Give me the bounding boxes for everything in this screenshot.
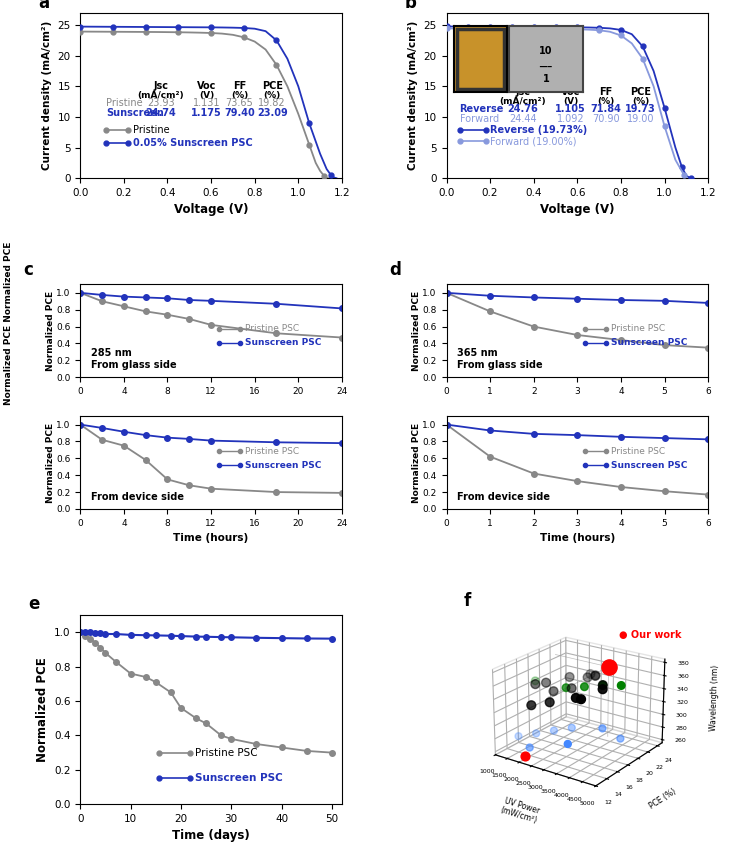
Text: 19.82: 19.82 (258, 98, 286, 108)
Y-axis label: Normalized PCE: Normalized PCE (412, 422, 421, 503)
Text: (V): (V) (563, 97, 578, 106)
Text: Sunscreen PSC: Sunscreen PSC (245, 461, 321, 470)
Text: a: a (39, 0, 50, 12)
Text: 365 nm
From glass side: 365 nm From glass side (457, 348, 542, 369)
Text: 71.84: 71.84 (591, 104, 621, 114)
Text: (%): (%) (264, 91, 281, 100)
X-axis label: UV Power
(mW/cm²): UV Power (mW/cm²) (499, 796, 542, 825)
Text: 1.105: 1.105 (556, 104, 586, 114)
Text: FF: FF (599, 88, 612, 98)
Text: From device side: From device side (457, 492, 550, 501)
Text: e: e (28, 596, 39, 614)
Text: Sunscreen PSC: Sunscreen PSC (611, 461, 688, 470)
Text: 0.05% Sunscreen PSC: 0.05% Sunscreen PSC (133, 138, 253, 148)
Text: (V): (V) (199, 91, 215, 100)
Text: Pristine PSC: Pristine PSC (245, 447, 299, 456)
Text: b: b (404, 0, 417, 12)
X-axis label: Time (hours): Time (hours) (174, 534, 249, 543)
Text: (mA/cm²): (mA/cm²) (138, 91, 184, 100)
Text: (mA/cm²): (mA/cm²) (499, 97, 546, 106)
Text: 19.00: 19.00 (627, 114, 654, 124)
Text: Sunscreen PSC: Sunscreen PSC (196, 773, 283, 783)
Text: c: c (23, 261, 33, 279)
Text: Sunscreen: Sunscreen (107, 108, 164, 118)
X-axis label: Time (days): Time (days) (172, 830, 250, 842)
Text: 79.40: 79.40 (224, 108, 255, 118)
Text: 1.175: 1.175 (191, 108, 222, 118)
Text: Pristine: Pristine (133, 125, 169, 135)
Text: Pristine PSC: Pristine PSC (611, 447, 666, 456)
Text: f: f (464, 591, 471, 609)
Text: Jsc: Jsc (515, 88, 530, 98)
X-axis label: Time (hours): Time (hours) (539, 534, 615, 543)
Text: Jsc: Jsc (153, 82, 169, 91)
Text: Forward: Forward (460, 114, 499, 124)
Text: Sunscreen PSC: Sunscreen PSC (245, 339, 321, 347)
Text: PCE: PCE (630, 88, 651, 98)
Text: (%): (%) (597, 97, 614, 106)
Text: Sunscreen PSC: Sunscreen PSC (611, 339, 688, 347)
Text: Normalized PCE Normalized PCE: Normalized PCE Normalized PCE (4, 242, 12, 405)
Text: PCE: PCE (261, 82, 283, 91)
Text: 24.76: 24.76 (507, 104, 538, 114)
Text: Voc: Voc (197, 82, 216, 91)
Text: Pristine PSC: Pristine PSC (245, 324, 299, 334)
Text: Pristine PSC: Pristine PSC (611, 324, 666, 334)
Text: From device side: From device side (91, 492, 184, 501)
Text: 73.65: 73.65 (226, 98, 253, 108)
Text: 1.131: 1.131 (193, 98, 220, 108)
Y-axis label: Normalized PCE: Normalized PCE (412, 291, 421, 371)
Y-axis label: Current density (mA/cm²): Current density (mA/cm²) (408, 21, 418, 170)
Text: Pristine PSC: Pristine PSC (196, 748, 258, 758)
Text: 19.73: 19.73 (625, 104, 656, 114)
Y-axis label: Normalized PCE: Normalized PCE (46, 422, 55, 503)
Y-axis label: PCE (%): PCE (%) (648, 787, 677, 811)
Text: d: d (389, 261, 401, 279)
Text: 1.092: 1.092 (557, 114, 585, 124)
Text: 23.09: 23.09 (257, 108, 288, 118)
Text: 24.44: 24.44 (509, 114, 537, 124)
Text: 285 nm
From glass side: 285 nm From glass side (91, 348, 177, 369)
Text: Voc: Voc (561, 88, 580, 98)
Text: Reverse: Reverse (460, 104, 504, 114)
X-axis label: Voltage (V): Voltage (V) (540, 203, 615, 216)
Text: FF: FF (233, 82, 246, 91)
Y-axis label: Normalized PCE: Normalized PCE (46, 291, 55, 371)
Y-axis label: Normalized PCE: Normalized PCE (36, 657, 48, 762)
Text: 23.93: 23.93 (147, 98, 174, 108)
Text: Pristine: Pristine (107, 98, 143, 108)
Text: 24.74: 24.74 (145, 108, 177, 118)
Text: 70.90: 70.90 (592, 114, 620, 124)
Text: ● Our work: ● Our work (619, 630, 681, 640)
Text: Reverse (19.73%): Reverse (19.73%) (490, 125, 588, 135)
Y-axis label: Current density (mA/cm²): Current density (mA/cm²) (42, 21, 52, 170)
Text: Forward (19.00%): Forward (19.00%) (490, 136, 577, 146)
Text: (%): (%) (632, 97, 649, 106)
Text: (%): (%) (231, 91, 248, 100)
X-axis label: Voltage (V): Voltage (V) (174, 203, 248, 216)
